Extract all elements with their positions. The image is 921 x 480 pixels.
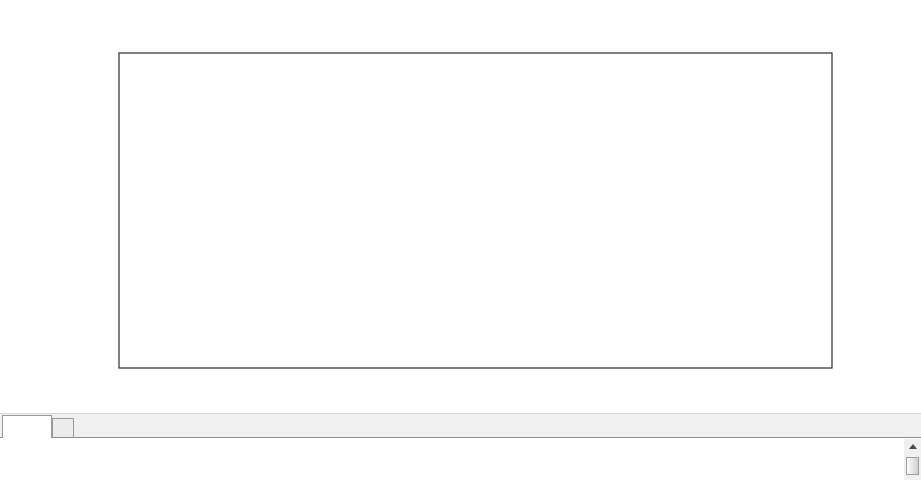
tab-status[interactable]	[52, 418, 74, 437]
console-output	[0, 437, 921, 480]
scroll-thumb[interactable]	[906, 457, 919, 475]
arrow-up-icon	[908, 444, 917, 449]
plot-area	[118, 52, 833, 369]
tab-run[interactable]	[2, 415, 52, 438]
tab-bar	[0, 413, 921, 438]
figure-canvas	[118, 52, 833, 369]
scroll-up-button[interactable]	[904, 439, 921, 454]
scrollbar[interactable]	[904, 439, 921, 480]
